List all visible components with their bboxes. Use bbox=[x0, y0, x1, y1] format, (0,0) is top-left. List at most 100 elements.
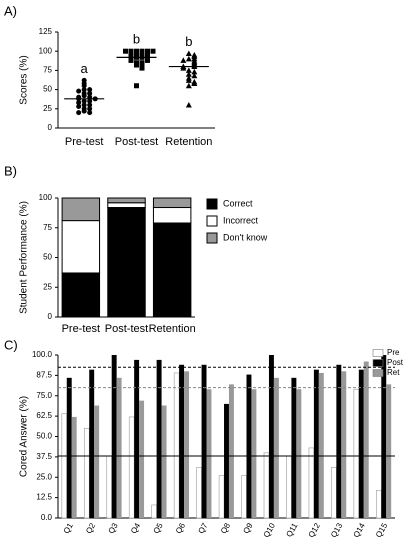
bar bbox=[241, 475, 247, 519]
data-point bbox=[87, 106, 93, 112]
bar bbox=[134, 359, 140, 518]
y-tick-label: 125 bbox=[39, 27, 53, 36]
data-point bbox=[185, 55, 192, 62]
legend-label: Correct bbox=[223, 198, 253, 208]
bar-segment bbox=[152, 207, 192, 224]
bar-segment bbox=[107, 197, 146, 204]
data-point bbox=[87, 87, 93, 93]
bar-segment bbox=[107, 207, 146, 318]
data-point bbox=[76, 88, 82, 94]
panel-label: C) bbox=[4, 337, 18, 352]
bar bbox=[251, 389, 257, 518]
y-tick-label: 37.5 bbox=[36, 452, 52, 461]
data-point bbox=[191, 80, 198, 86]
legend-swatch bbox=[206, 232, 218, 244]
bar-segment bbox=[61, 220, 101, 274]
bar bbox=[286, 455, 292, 519]
bar bbox=[376, 489, 382, 519]
data-point bbox=[185, 77, 192, 83]
y-tick-label: 100.0 bbox=[32, 350, 53, 359]
x-tick-label: Q2 bbox=[84, 521, 97, 535]
data-point bbox=[191, 72, 198, 79]
x-tick-label: Q7 bbox=[196, 521, 209, 535]
x-tick-label: Q15 bbox=[374, 521, 390, 539]
data-point bbox=[87, 98, 93, 104]
y-tick-label: 50 bbox=[43, 85, 52, 94]
y-tick-label: 75 bbox=[43, 223, 52, 232]
bar bbox=[296, 389, 302, 518]
x-tick-label: Q8 bbox=[219, 521, 232, 535]
bar-segment bbox=[152, 222, 192, 318]
data-point bbox=[191, 68, 198, 75]
bar bbox=[341, 371, 347, 518]
legend-label: Pre bbox=[387, 348, 400, 357]
y-tick-label: 62.5 bbox=[36, 411, 52, 420]
bar bbox=[151, 504, 157, 519]
data-point bbox=[185, 50, 192, 57]
legend-label: Don't know bbox=[223, 232, 268, 242]
y-tick-label: 75.0 bbox=[36, 391, 52, 400]
data-point bbox=[81, 98, 87, 104]
data-point bbox=[76, 110, 82, 116]
bar bbox=[313, 369, 319, 518]
legend-swatch bbox=[206, 198, 218, 210]
x-tick-label: Post-test bbox=[115, 136, 158, 148]
legend-label: Post bbox=[387, 358, 404, 367]
data-point bbox=[76, 100, 82, 106]
y-tick-label: 87.5 bbox=[36, 370, 52, 379]
bar bbox=[358, 369, 364, 518]
bar bbox=[184, 371, 189, 518]
bar-segment bbox=[152, 197, 192, 209]
bar-segment bbox=[61, 272, 101, 318]
x-tick-label: Retention bbox=[149, 323, 196, 335]
x-tick-label: Pre-test bbox=[62, 323, 101, 335]
panel-label: B) bbox=[4, 163, 17, 178]
bar bbox=[94, 405, 100, 518]
x-tick-label: Pre-test bbox=[65, 136, 104, 148]
data-point bbox=[134, 62, 139, 68]
annotation: a bbox=[81, 61, 89, 76]
x-tick-label: Q5 bbox=[152, 521, 165, 535]
bar bbox=[318, 372, 324, 518]
y-tick-label: 0.0 bbox=[41, 513, 53, 522]
bar bbox=[291, 377, 297, 518]
x-tick-label: Post-test bbox=[105, 323, 148, 335]
data-point bbox=[185, 71, 192, 77]
bar bbox=[386, 384, 392, 518]
data-point bbox=[185, 82, 192, 89]
bar bbox=[268, 355, 274, 518]
data-point bbox=[76, 103, 82, 109]
y-tick-label: 100 bbox=[39, 46, 53, 55]
y-tick-label: 25 bbox=[43, 282, 52, 291]
bar bbox=[179, 364, 185, 518]
bar bbox=[196, 467, 202, 519]
data-point bbox=[81, 87, 87, 93]
data-point bbox=[134, 51, 139, 57]
bar bbox=[218, 475, 225, 519]
bar bbox=[206, 389, 212, 518]
y-tick-label: 100 bbox=[39, 193, 53, 202]
y-axis-label: Student Performance (%) bbox=[19, 201, 30, 314]
data-point bbox=[81, 102, 87, 108]
bar bbox=[363, 361, 369, 518]
data-point bbox=[123, 48, 128, 54]
bar bbox=[89, 369, 95, 518]
bar-segment bbox=[61, 197, 101, 222]
bar bbox=[61, 413, 68, 519]
bar bbox=[161, 405, 167, 518]
data-point bbox=[81, 83, 87, 89]
y-tick-label: 0 bbox=[48, 312, 53, 321]
x-tick-label: Q13 bbox=[329, 521, 345, 539]
data-point bbox=[134, 83, 139, 89]
legend-label: Incorrect bbox=[223, 215, 259, 225]
bar bbox=[173, 372, 180, 519]
legend-swatch bbox=[372, 369, 384, 377]
y-tick-label: 75 bbox=[43, 66, 52, 75]
data-point bbox=[139, 60, 145, 66]
annotation: b bbox=[133, 32, 140, 47]
bar bbox=[106, 455, 112, 519]
y-tick-label: 12.5 bbox=[36, 493, 52, 502]
y-tick-label: 50 bbox=[43, 253, 52, 262]
y-tick-label: 50.0 bbox=[36, 432, 52, 441]
